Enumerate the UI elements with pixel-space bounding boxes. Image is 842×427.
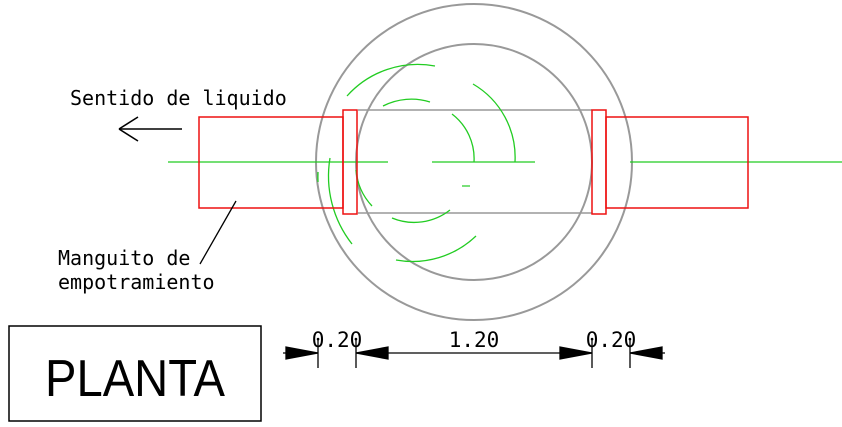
- dimension-line: [283, 338, 665, 368]
- page-title: PLANTA: [45, 350, 225, 408]
- dim-right-wall: 0.20: [586, 328, 637, 352]
- flow-arcs: [317, 63, 516, 263]
- dim-arrow-right-outer: [629, 346, 663, 360]
- dim-arrow-left-inner: [355, 346, 389, 360]
- dim-left-wall: 0.20: [312, 328, 363, 352]
- right-pipe: [605, 116, 749, 209]
- sleeve-label-line1: Manguito de: [58, 246, 190, 270]
- dim-arrow-right-inner: [559, 346, 593, 360]
- right-sleeve-flange: [591, 109, 607, 215]
- sleeve-label-line2: empotramiento: [58, 270, 215, 294]
- dim-arrow-left-outer: [285, 346, 319, 360]
- flow-direction-label: Sentido de liquido: [70, 86, 287, 110]
- dim-inner-diameter: 1.20: [449, 328, 500, 352]
- flow-arrow-icon: [118, 116, 182, 142]
- axis-centerline: [168, 161, 842, 187]
- title-box: [8, 325, 262, 422]
- sleeve-leader-line: [199, 200, 237, 265]
- left-sleeve-flange: [342, 109, 358, 215]
